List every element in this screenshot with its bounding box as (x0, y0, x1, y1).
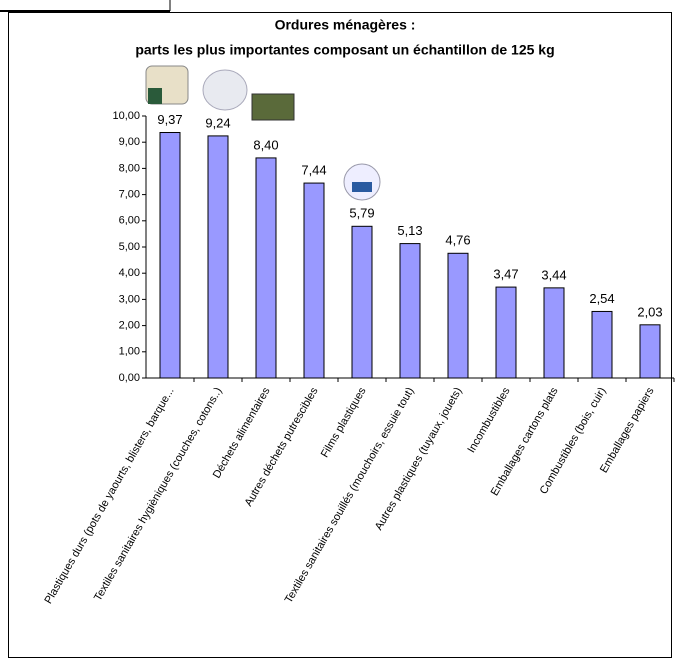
product-icons (145, 65, 381, 201)
y-tick-label: 1,00 (119, 346, 140, 358)
icon (251, 93, 295, 121)
y-tick-label: 9,00 (119, 136, 140, 148)
y-tick-label: 5,00 (119, 241, 140, 253)
icon (148, 88, 162, 104)
bar (303, 182, 325, 379)
y-tick-label: 3,00 (119, 293, 140, 305)
value-label: 3,44 (541, 267, 566, 282)
value-label: 8,40 (253, 137, 278, 152)
value-label: 4,76 (445, 233, 470, 248)
bar (639, 324, 661, 379)
bar (159, 132, 181, 379)
value-label: 2,54 (589, 291, 614, 306)
bar (207, 135, 229, 379)
y-tick-label: 4,00 (119, 267, 140, 279)
bar (255, 157, 277, 379)
bar (591, 310, 613, 379)
value-label: 7,44 (301, 163, 326, 178)
value-label: 5,79 (349, 206, 374, 221)
icon (352, 182, 372, 192)
chart-title: Ordures ménagères : (275, 17, 416, 33)
bar (543, 287, 565, 379)
y-tick-label: 7,00 (119, 189, 140, 201)
icon (202, 69, 248, 111)
value-label: 2,03 (637, 304, 662, 319)
value-label: 9,37 (157, 112, 182, 127)
value-label: 3,47 (493, 267, 518, 282)
bar (447, 252, 469, 379)
bar (351, 225, 373, 379)
bar (399, 243, 421, 379)
y-tick-label: 2,00 (119, 320, 140, 332)
chart-title: parts les plus importantes composant un … (135, 42, 554, 58)
value-label: 5,13 (397, 223, 422, 238)
chart-frame (8, 12, 672, 658)
bar (495, 286, 517, 379)
value-label: 9,24 (205, 115, 230, 130)
y-tick-label: 10,00 (112, 110, 140, 122)
y-tick-label: 8,00 (119, 162, 140, 174)
y-tick-label: 0,00 (119, 372, 140, 384)
y-tick-label: 6,00 (119, 215, 140, 227)
